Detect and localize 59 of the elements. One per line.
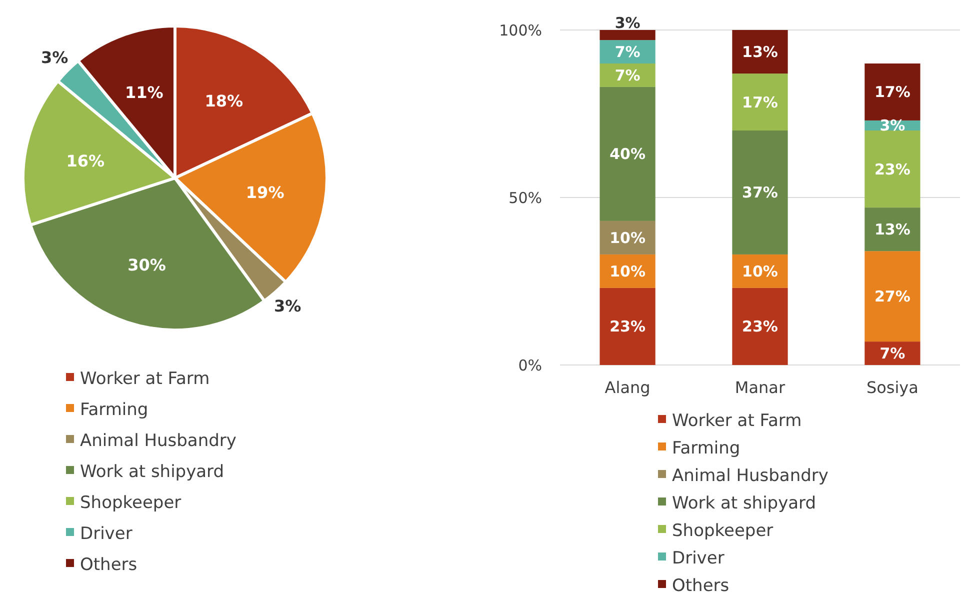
bar (600, 288, 656, 365)
data-label: 23% (874, 160, 910, 178)
bar (600, 30, 656, 40)
data-label: 40% (610, 145, 646, 164)
legend-label: Farming (672, 438, 740, 458)
data-label: 7% (614, 43, 640, 62)
data-label: 16% (66, 152, 105, 171)
data-label: 11% (124, 82, 164, 102)
data-label: 3% (880, 116, 906, 135)
data-label: 3% (41, 48, 68, 68)
legend-label: Driver (80, 524, 132, 544)
bar (732, 130, 788, 254)
data-label: 10% (610, 228, 646, 247)
bar (864, 251, 920, 342)
data-label: 23% (610, 318, 646, 336)
bar (600, 64, 656, 87)
x-tick-label: Sosiya (866, 378, 918, 397)
data-label: 27% (874, 288, 910, 306)
y-tick-label: 50% (508, 188, 542, 207)
data-label: 23% (742, 318, 778, 336)
legend-label: Others (80, 554, 138, 575)
legend-label: Shopkeeper (672, 520, 774, 541)
bar (600, 40, 656, 64)
legend-label: Work at shipyard (672, 493, 816, 514)
data-label: 30% (128, 255, 166, 274)
bar (864, 342, 920, 365)
legend-label: Animal Husbandry (672, 466, 828, 486)
legend-label: Animal Husbandry (80, 430, 236, 451)
legend-label: Worker at Farm (672, 410, 802, 431)
y-tick-label: 0% (518, 356, 542, 374)
legend-label: Others (672, 576, 730, 596)
legend-label: Work at shipyard (80, 462, 224, 482)
bar (864, 130, 920, 208)
data-label: 13% (874, 220, 910, 239)
legend-label: Farming (80, 400, 148, 420)
data-label: 3% (614, 14, 640, 32)
bar (732, 74, 788, 130)
bar (732, 288, 788, 365)
data-label: 13% (742, 43, 778, 62)
y-tick-label: 100% (499, 21, 542, 40)
x-tick-label: Manar (734, 378, 786, 397)
data-label: 37% (742, 184, 778, 202)
data-label: 19% (246, 182, 284, 202)
data-label: 10% (610, 262, 646, 280)
bar (600, 86, 656, 221)
legend-label: Driver (672, 548, 724, 568)
bar (864, 64, 920, 120)
data-label: 17% (742, 93, 778, 112)
data-label: 10% (742, 262, 778, 280)
bar (732, 30, 788, 74)
legend-label: Shopkeeper (80, 492, 182, 513)
data-label: 7% (880, 344, 906, 363)
legend-label: Worker at Farm (80, 368, 210, 389)
x-tick-label: Alang (604, 378, 650, 397)
data-label: 18% (204, 92, 244, 111)
data-label: 7% (614, 66, 640, 84)
data-label: 3% (274, 296, 302, 316)
bar (864, 208, 920, 252)
data-label: 17% (874, 83, 910, 102)
